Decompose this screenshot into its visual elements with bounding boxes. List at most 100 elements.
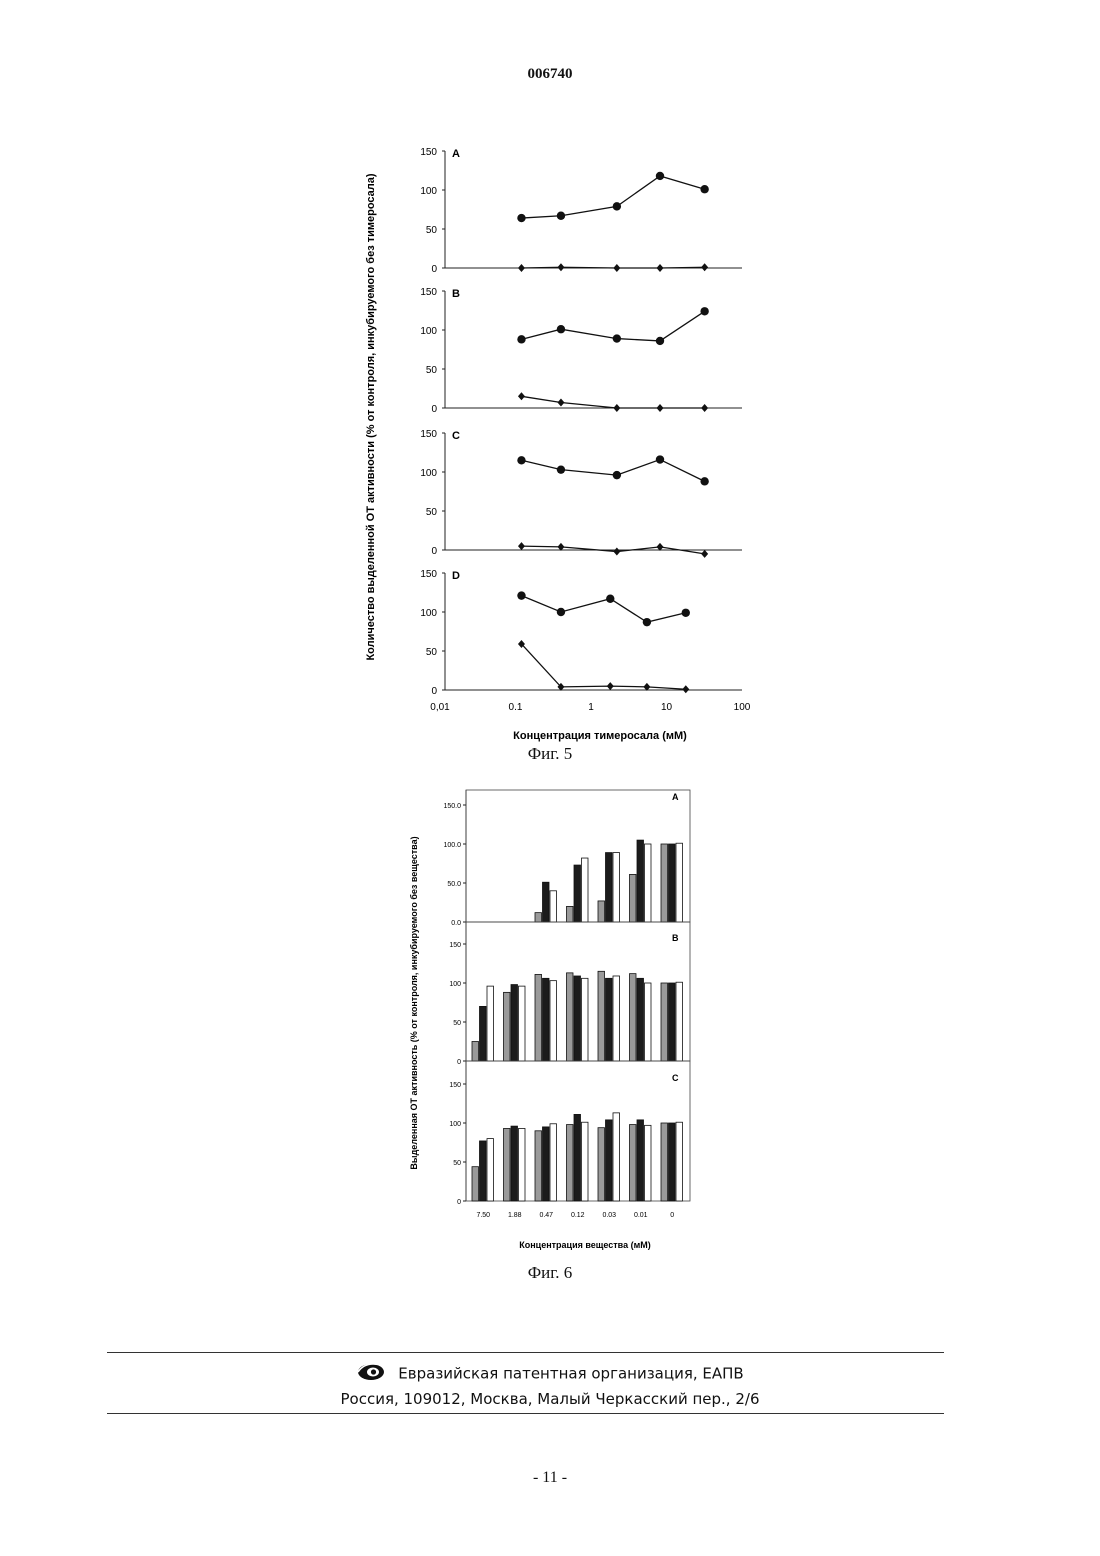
bar — [661, 1123, 668, 1201]
footer-bottom-rule — [107, 1413, 944, 1414]
data-point-diamond — [557, 263, 564, 271]
bar — [598, 971, 605, 1061]
figure-5-caption: Фиг. 5 — [500, 744, 600, 764]
footer-organization: Евразийская патентная организация, ЕАПВ — [0, 1362, 1100, 1386]
y-tick-label: 0 — [457, 1199, 461, 1206]
y-tick-label: 0 — [457, 1059, 461, 1066]
data-point-circle — [613, 334, 621, 342]
series-line — [521, 460, 704, 482]
y-axis-title: Количество выделенной ОТ активности (% о… — [365, 173, 377, 660]
bar — [645, 983, 652, 1061]
y-tick-label: 150 — [420, 147, 437, 158]
bar — [543, 1127, 550, 1201]
x-tick-label: 0.03 — [602, 1212, 616, 1219]
bar — [669, 983, 676, 1061]
series-line — [521, 596, 685, 623]
bar — [550, 891, 557, 922]
bar — [582, 1122, 589, 1201]
data-point-diamond — [613, 404, 620, 412]
bar — [645, 844, 652, 922]
figure-6-chart: 0.050.0100.0150.0A050100150B050100150C7.… — [400, 778, 700, 1263]
data-point-circle — [557, 212, 565, 220]
bar — [582, 978, 589, 1061]
series-line — [521, 644, 685, 689]
data-point-circle — [613, 202, 621, 210]
data-point-diamond — [682, 685, 689, 693]
data-point-diamond — [701, 550, 708, 558]
y-tick-label: 100 — [420, 186, 437, 197]
bar — [661, 983, 668, 1061]
bar — [676, 982, 683, 1061]
data-point-circle — [700, 477, 708, 485]
data-point-circle — [700, 185, 708, 193]
bar — [669, 1123, 676, 1201]
bar — [487, 1139, 494, 1201]
bar — [630, 874, 637, 922]
data-point-circle — [517, 214, 525, 222]
y-tick-label: 0.0 — [451, 920, 461, 927]
data-point-diamond — [518, 542, 525, 550]
x-tick-label: 1.88 — [508, 1212, 522, 1219]
bar — [511, 985, 518, 1061]
bar — [606, 853, 613, 922]
data-point-diamond — [656, 264, 663, 272]
document-number: 006740 — [0, 66, 1100, 83]
data-point-circle — [656, 455, 664, 463]
bar — [645, 1125, 652, 1201]
y-tick-label: 150 — [420, 429, 437, 440]
data-point-diamond — [607, 682, 614, 690]
y-tick-label: 100 — [420, 608, 437, 619]
y-tick-label: 0 — [431, 686, 437, 697]
panel-label: A — [672, 792, 679, 802]
bar — [472, 1042, 479, 1062]
x-tick-label: 100 — [734, 702, 750, 713]
footer-org-text: Евразийская патентная организация, ЕАПВ — [398, 1365, 743, 1383]
x-tick-label: 0.47 — [539, 1212, 553, 1219]
data-point-circle — [517, 335, 525, 343]
bar — [543, 882, 550, 922]
x-tick-label: 7.50 — [476, 1212, 490, 1219]
bar — [582, 858, 589, 922]
y-tick-label: 100 — [449, 1121, 461, 1128]
y-tick-label: 100.0 — [443, 842, 461, 849]
x-tick-label: 0,01 — [430, 702, 450, 713]
y-tick-label: 100 — [449, 981, 461, 988]
y-tick-label: 50.0 — [447, 881, 461, 888]
data-point-circle — [517, 591, 525, 599]
bar — [574, 976, 581, 1061]
bar — [606, 1120, 613, 1201]
y-tick-label: 150 — [449, 942, 461, 949]
bar — [519, 986, 526, 1061]
bar — [598, 901, 605, 922]
series-line — [521, 311, 704, 341]
panel-label: B — [672, 933, 679, 943]
x-axis-title: Концентрация вещества (мМ) — [519, 1240, 651, 1250]
bar — [574, 865, 581, 922]
data-point-circle — [606, 595, 614, 603]
bar — [535, 1131, 542, 1201]
series-line — [521, 396, 704, 408]
panel-label: D — [452, 570, 460, 582]
footer-address: Россия, 109012, Москва, Малый Черкасский… — [0, 1390, 1100, 1408]
y-tick-label: 150 — [449, 1082, 461, 1089]
y-tick-label: 0 — [431, 404, 437, 415]
data-point-circle — [643, 618, 651, 626]
y-tick-label: 100 — [420, 326, 437, 337]
y-tick-label: 100 — [420, 468, 437, 479]
bar — [504, 1128, 511, 1201]
bar — [613, 1113, 620, 1201]
bar — [535, 913, 542, 922]
y-tick-label: 150 — [420, 569, 437, 580]
data-point-circle — [613, 471, 621, 479]
y-tick-label: 50 — [426, 507, 438, 518]
bar — [669, 844, 676, 922]
panel-label: C — [452, 430, 460, 442]
y-tick-label: 150 — [420, 287, 437, 298]
x-tick-label: 0.01 — [634, 1212, 648, 1219]
y-tick-label: 50 — [426, 647, 438, 658]
data-point-circle — [557, 325, 565, 333]
data-point-diamond — [613, 548, 620, 556]
y-tick-label: 50 — [426, 365, 438, 376]
series-line — [521, 267, 704, 268]
data-point-circle — [656, 172, 664, 180]
